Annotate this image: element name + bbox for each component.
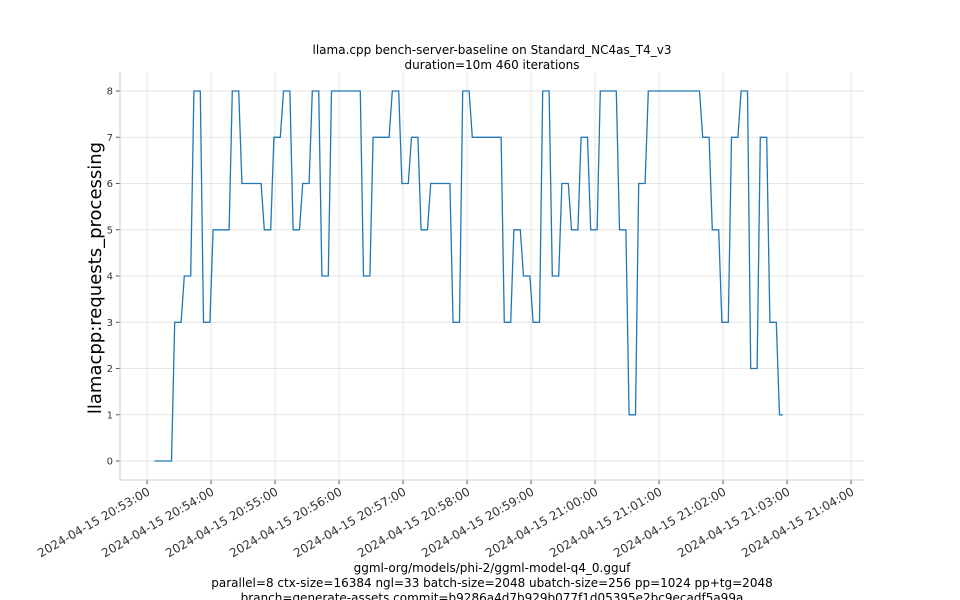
y-tick-label: 2 [107,364,113,375]
series-line-0 [154,90,783,462]
footer-model: ggml-org/models/phi-2/ggml-model-q4_0.gg… [354,561,632,575]
x-tick-label: 2024-04-15 21:00:00 [483,484,600,560]
x-tick-label: 2024-04-15 20:56:00 [227,484,344,560]
y-tick-label: 8 [107,87,113,98]
chart-title: llama.cpp bench-server-baseline on Stand… [313,43,672,57]
y-tick-label: 7 [107,133,113,144]
y-axis-label: llamacpp:requests_processing [85,142,106,414]
x-tick-label: 2024-04-15 20:57:00 [291,484,408,560]
x-tick-label: 2024-04-15 20:54:00 [99,484,216,560]
grid-layer [120,72,864,480]
x-tick-label: 2024-04-15 20:58:00 [355,484,472,560]
x-tick-label: 2024-04-15 20:53:00 [35,484,152,560]
x-tick-label: 2024-04-15 21:02:00 [611,484,728,560]
x-tick-label: 2024-04-15 20:59:00 [419,484,536,560]
y-tick-label: 3 [107,318,113,329]
footer-branch: branch=generate-assets commit=b9286a4d7b… [241,591,744,600]
chart-subtitle: duration=10m 460 iterations [405,58,580,72]
x-tick-label: 2024-04-15 21:03:00 [675,484,792,560]
y-tick-label: 1 [107,410,113,421]
axis-layer [116,72,864,484]
y-tick-label: 4 [107,272,113,283]
y-tick-label: 5 [107,225,113,236]
x-tick-label: 2024-04-15 21:01:00 [547,484,664,560]
y-tick-label: 6 [107,179,113,190]
footer-params: parallel=8 ctx-size=16384 ngl=33 batch-s… [211,576,772,590]
series-layer [154,90,783,462]
x-tick-label: 2024-04-15 21:04:00 [739,484,856,560]
y-tick-labels: 0 1 2 3 4 5 6 7 8 [107,87,113,468]
y-tick-label: 0 [107,457,113,468]
x-tick-label: 2024-04-15 20:55:00 [163,484,280,560]
